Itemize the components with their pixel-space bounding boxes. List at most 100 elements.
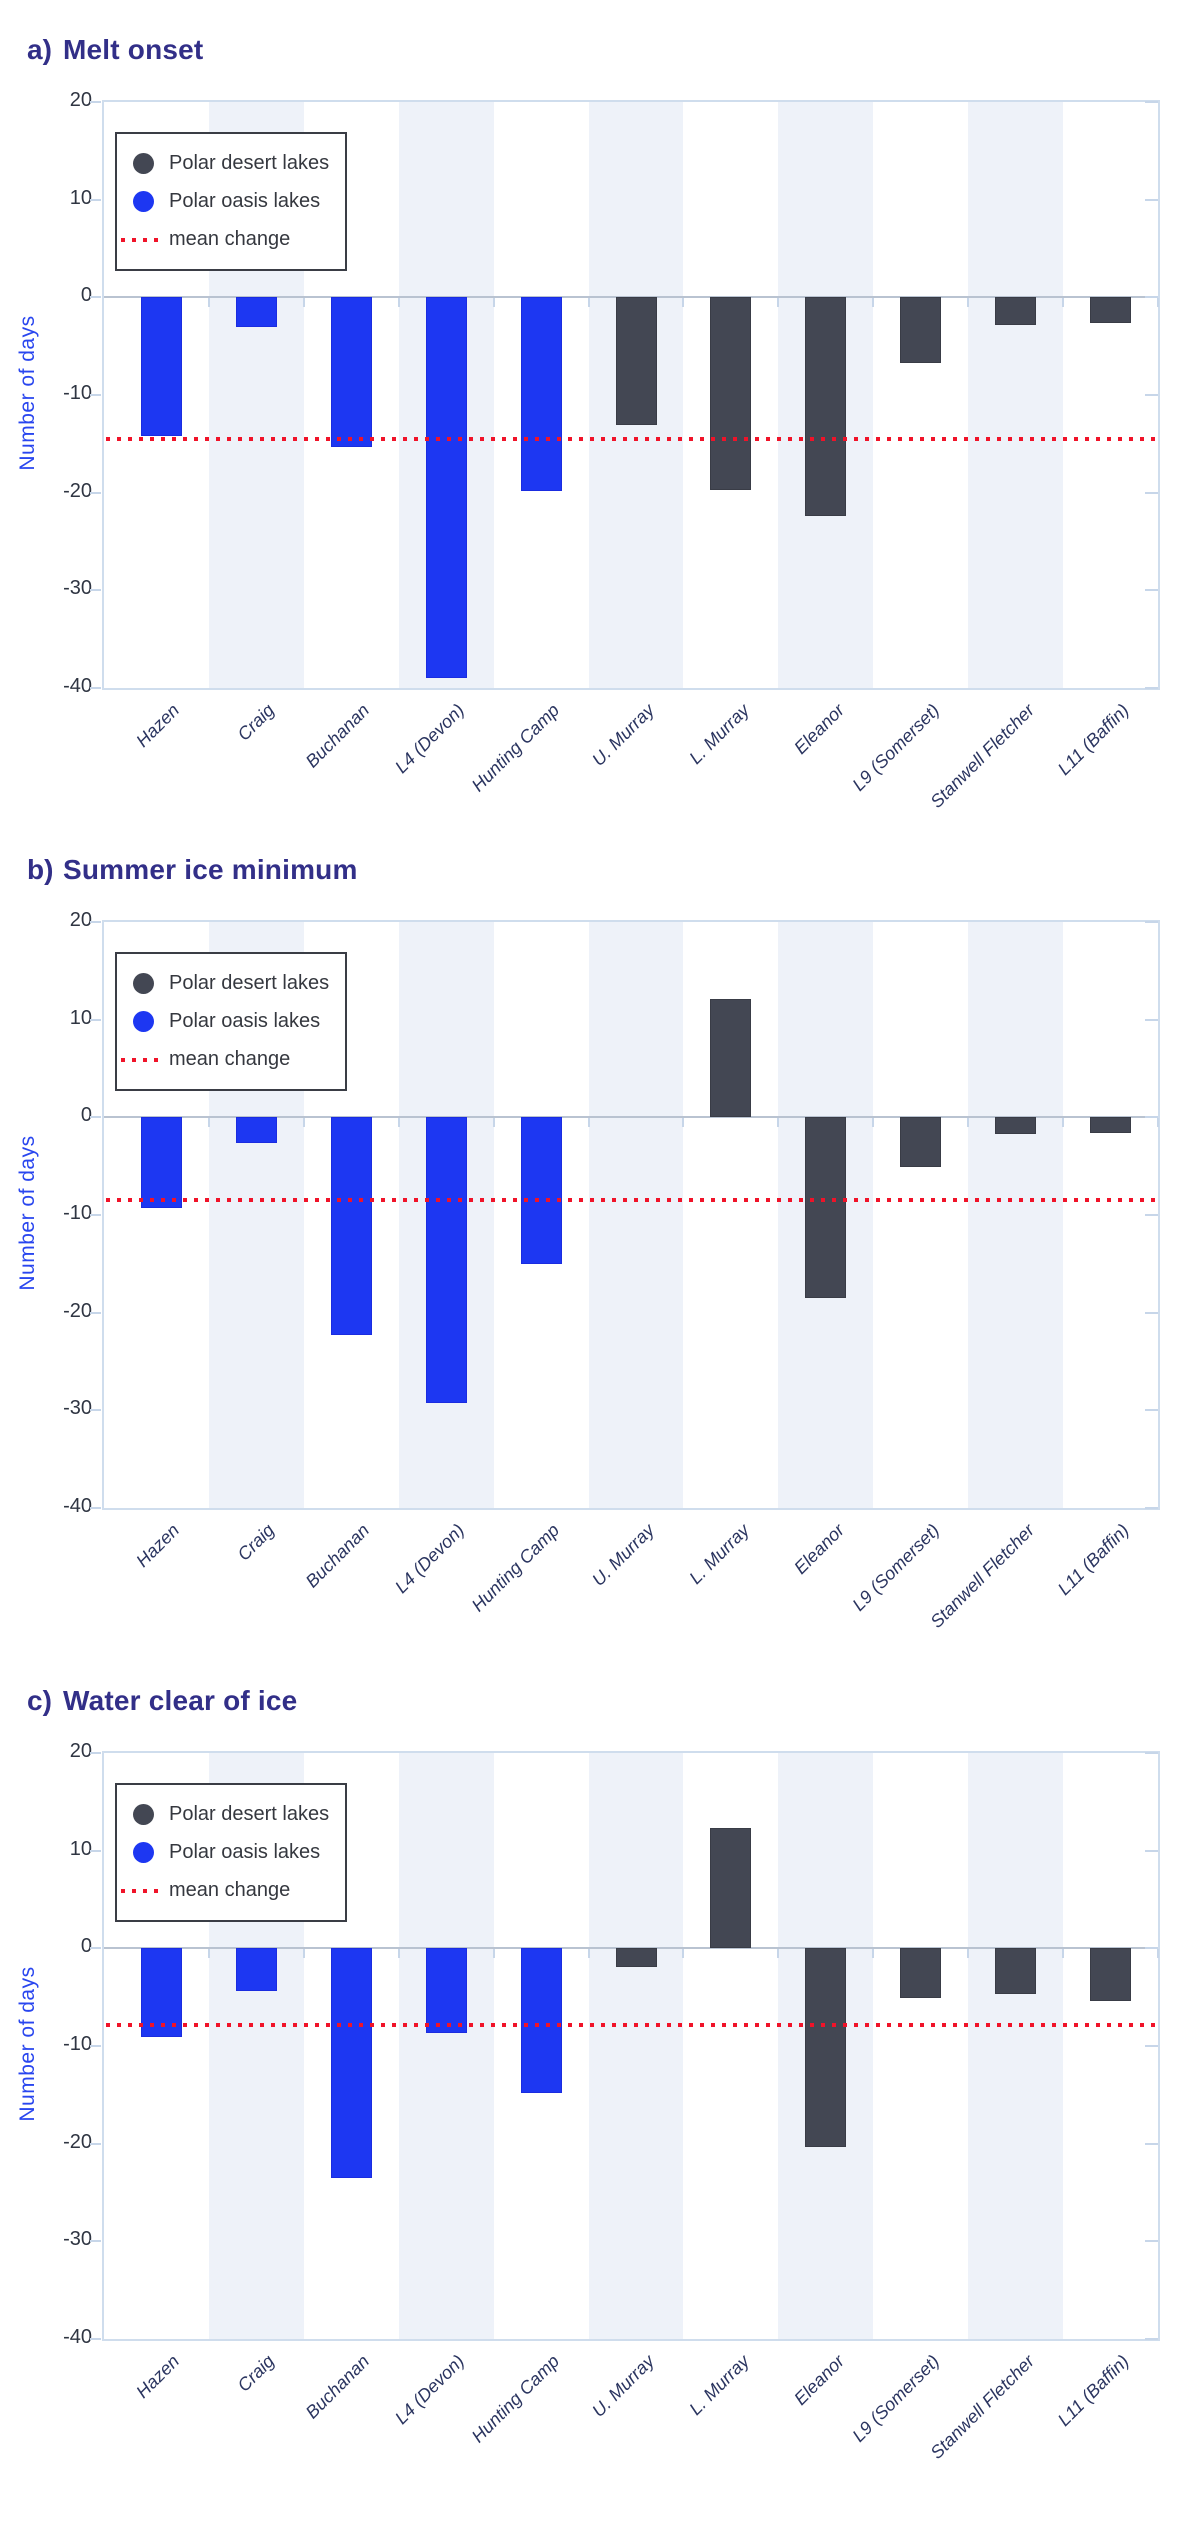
legend: Polar desert lakes Polar oasis lakes mean … <box>115 132 347 271</box>
y-tick <box>1145 1507 1158 1509</box>
y-tick <box>90 2338 101 2340</box>
bar-eleanor <box>805 297 847 517</box>
y-tick-label: 20 <box>69 89 92 111</box>
x-tick <box>1062 1949 1065 1959</box>
x-category-label: Stanwell Fletcher <box>926 1520 1038 1632</box>
y-tick <box>1145 1214 1158 1216</box>
y-tick <box>1145 687 1158 689</box>
column-stripe <box>588 922 684 1508</box>
x-tick <box>777 298 780 308</box>
x-tick <box>397 1949 400 1959</box>
legend-swatch <box>132 973 154 994</box>
y-tick <box>1145 2045 1158 2047</box>
bar-u-murray <box>615 297 657 426</box>
legend-swatch <box>132 1804 154 1825</box>
y-tick-label: -20 <box>63 479 92 502</box>
bar-hunting-camp <box>520 297 562 491</box>
bar-hazen <box>140 1948 182 2038</box>
bar-l9-somerset <box>900 1117 942 1168</box>
column-stripe <box>588 1753 684 2339</box>
y-tick-label: 20 <box>69 909 92 931</box>
x-tick <box>777 1118 780 1128</box>
plot-area: Polar desert lakes Polar oasis lakes mean … <box>90 1751 1160 2341</box>
y-tick-label: -10 <box>63 2033 92 2055</box>
x-category-label: L11 (Baffin) <box>1053 2351 1133 2430</box>
y-tick <box>1145 491 1158 494</box>
x-category-label: L11 (Baffin) <box>1053 1520 1133 1599</box>
bar-l9-somerset <box>900 297 942 363</box>
y-tick <box>90 1507 101 1509</box>
panel-b-title: Summer ice minimum <box>63 854 358 885</box>
y-tick <box>90 1311 101 1314</box>
legend: Polar desert lakes Polar oasis lakes mean … <box>115 1783 347 1922</box>
legend-item-mean-change: mean change <box>117 1879 345 1903</box>
x-tick <box>777 1949 780 1959</box>
x-category-label: U. Murray <box>588 1520 659 1591</box>
x-tick <box>302 1118 305 1128</box>
legend-label: Polar oasis lakes <box>169 190 321 212</box>
x-tick <box>1157 1118 1159 1128</box>
x-tick <box>967 298 970 308</box>
x-tick <box>1062 298 1065 308</box>
bar-craig <box>235 1117 277 1143</box>
bar-l-murray <box>710 297 752 490</box>
y-tick-label: 10 <box>69 1006 92 1029</box>
y-tick-label: 0 <box>80 1935 92 1958</box>
legend-swatch <box>132 1011 154 1032</box>
x-category-label: Craig <box>233 700 279 745</box>
legend-dot-icon <box>117 191 169 212</box>
x-category-label: L4 (Devon) <box>391 2351 469 2429</box>
x-tick <box>492 298 495 308</box>
x-tick <box>207 1118 210 1128</box>
legend-item-mean-change: mean change <box>117 1048 345 1072</box>
legend-label: Polar desert lakes <box>169 152 330 174</box>
x-tick <box>682 1949 685 1959</box>
panel-a-title: Melt onset <box>63 34 204 65</box>
legend-item-mean-change: mean change <box>117 228 345 252</box>
bar-stanwell-fletcher <box>995 1117 1037 1134</box>
column-stripe <box>968 102 1064 688</box>
y-tick-label: 10 <box>69 1837 92 1860</box>
legend-label: mean change <box>169 1879 291 1901</box>
x-tick <box>397 1118 400 1128</box>
y-tick <box>1145 1752 1158 1754</box>
dotted-line-icon <box>117 237 169 242</box>
x-category-label: L4 (Devon) <box>391 700 469 778</box>
mean-change-line <box>106 2022 1156 2027</box>
bar-stanwell-fletcher <box>995 1948 1037 1995</box>
panel-c-label: c) <box>27 1685 52 1716</box>
y-tick <box>1145 2142 1158 2145</box>
y-tick <box>1145 1947 1158 1950</box>
x-category-label: Hunting Camp <box>467 1520 564 1616</box>
legend-label: mean change <box>169 228 291 250</box>
y-tick <box>90 2240 101 2243</box>
y-tick-label: -30 <box>63 577 92 600</box>
y-tick <box>1145 1116 1158 1119</box>
x-category-label: L. Murray <box>685 1520 754 1588</box>
bar-hazen <box>140 1117 182 1209</box>
y-tick-label: -40 <box>63 2326 92 2348</box>
legend-item-polar-desert-lakes: Polar desert lakes <box>117 1803 345 1827</box>
y-tick-label: 0 <box>80 1104 92 1127</box>
x-category-label: Eleanor <box>789 1520 848 1579</box>
x-category-label: L. Murray <box>685 700 754 768</box>
legend-label: mean change <box>169 1048 291 1070</box>
y-tick <box>90 1947 101 1950</box>
legend-dot-icon <box>117 1011 169 1032</box>
x-category-label: Hunting Camp <box>467 700 564 796</box>
x-tick <box>207 1949 210 1959</box>
bar-l-murray <box>710 999 752 1118</box>
y-tick <box>1145 394 1158 396</box>
panel-c-title: Water clear of ice <box>63 1685 298 1716</box>
y-tick-label: -40 <box>63 1495 92 1517</box>
x-tick <box>967 1949 970 1959</box>
bar-buchanan <box>330 297 372 447</box>
y-tick <box>90 1018 101 1021</box>
bar-l-murray <box>710 1828 752 1949</box>
y-tick-label: -30 <box>63 2228 92 2251</box>
x-tick <box>682 1118 685 1128</box>
chart-panel-a: a) Melt onset Polar desert lakes Polar oa… <box>0 0 1200 815</box>
y-tick <box>1145 1409 1158 1412</box>
x-tick <box>587 1118 590 1128</box>
plot-area: Polar desert lakes Polar oasis lakes mean … <box>90 100 1160 690</box>
